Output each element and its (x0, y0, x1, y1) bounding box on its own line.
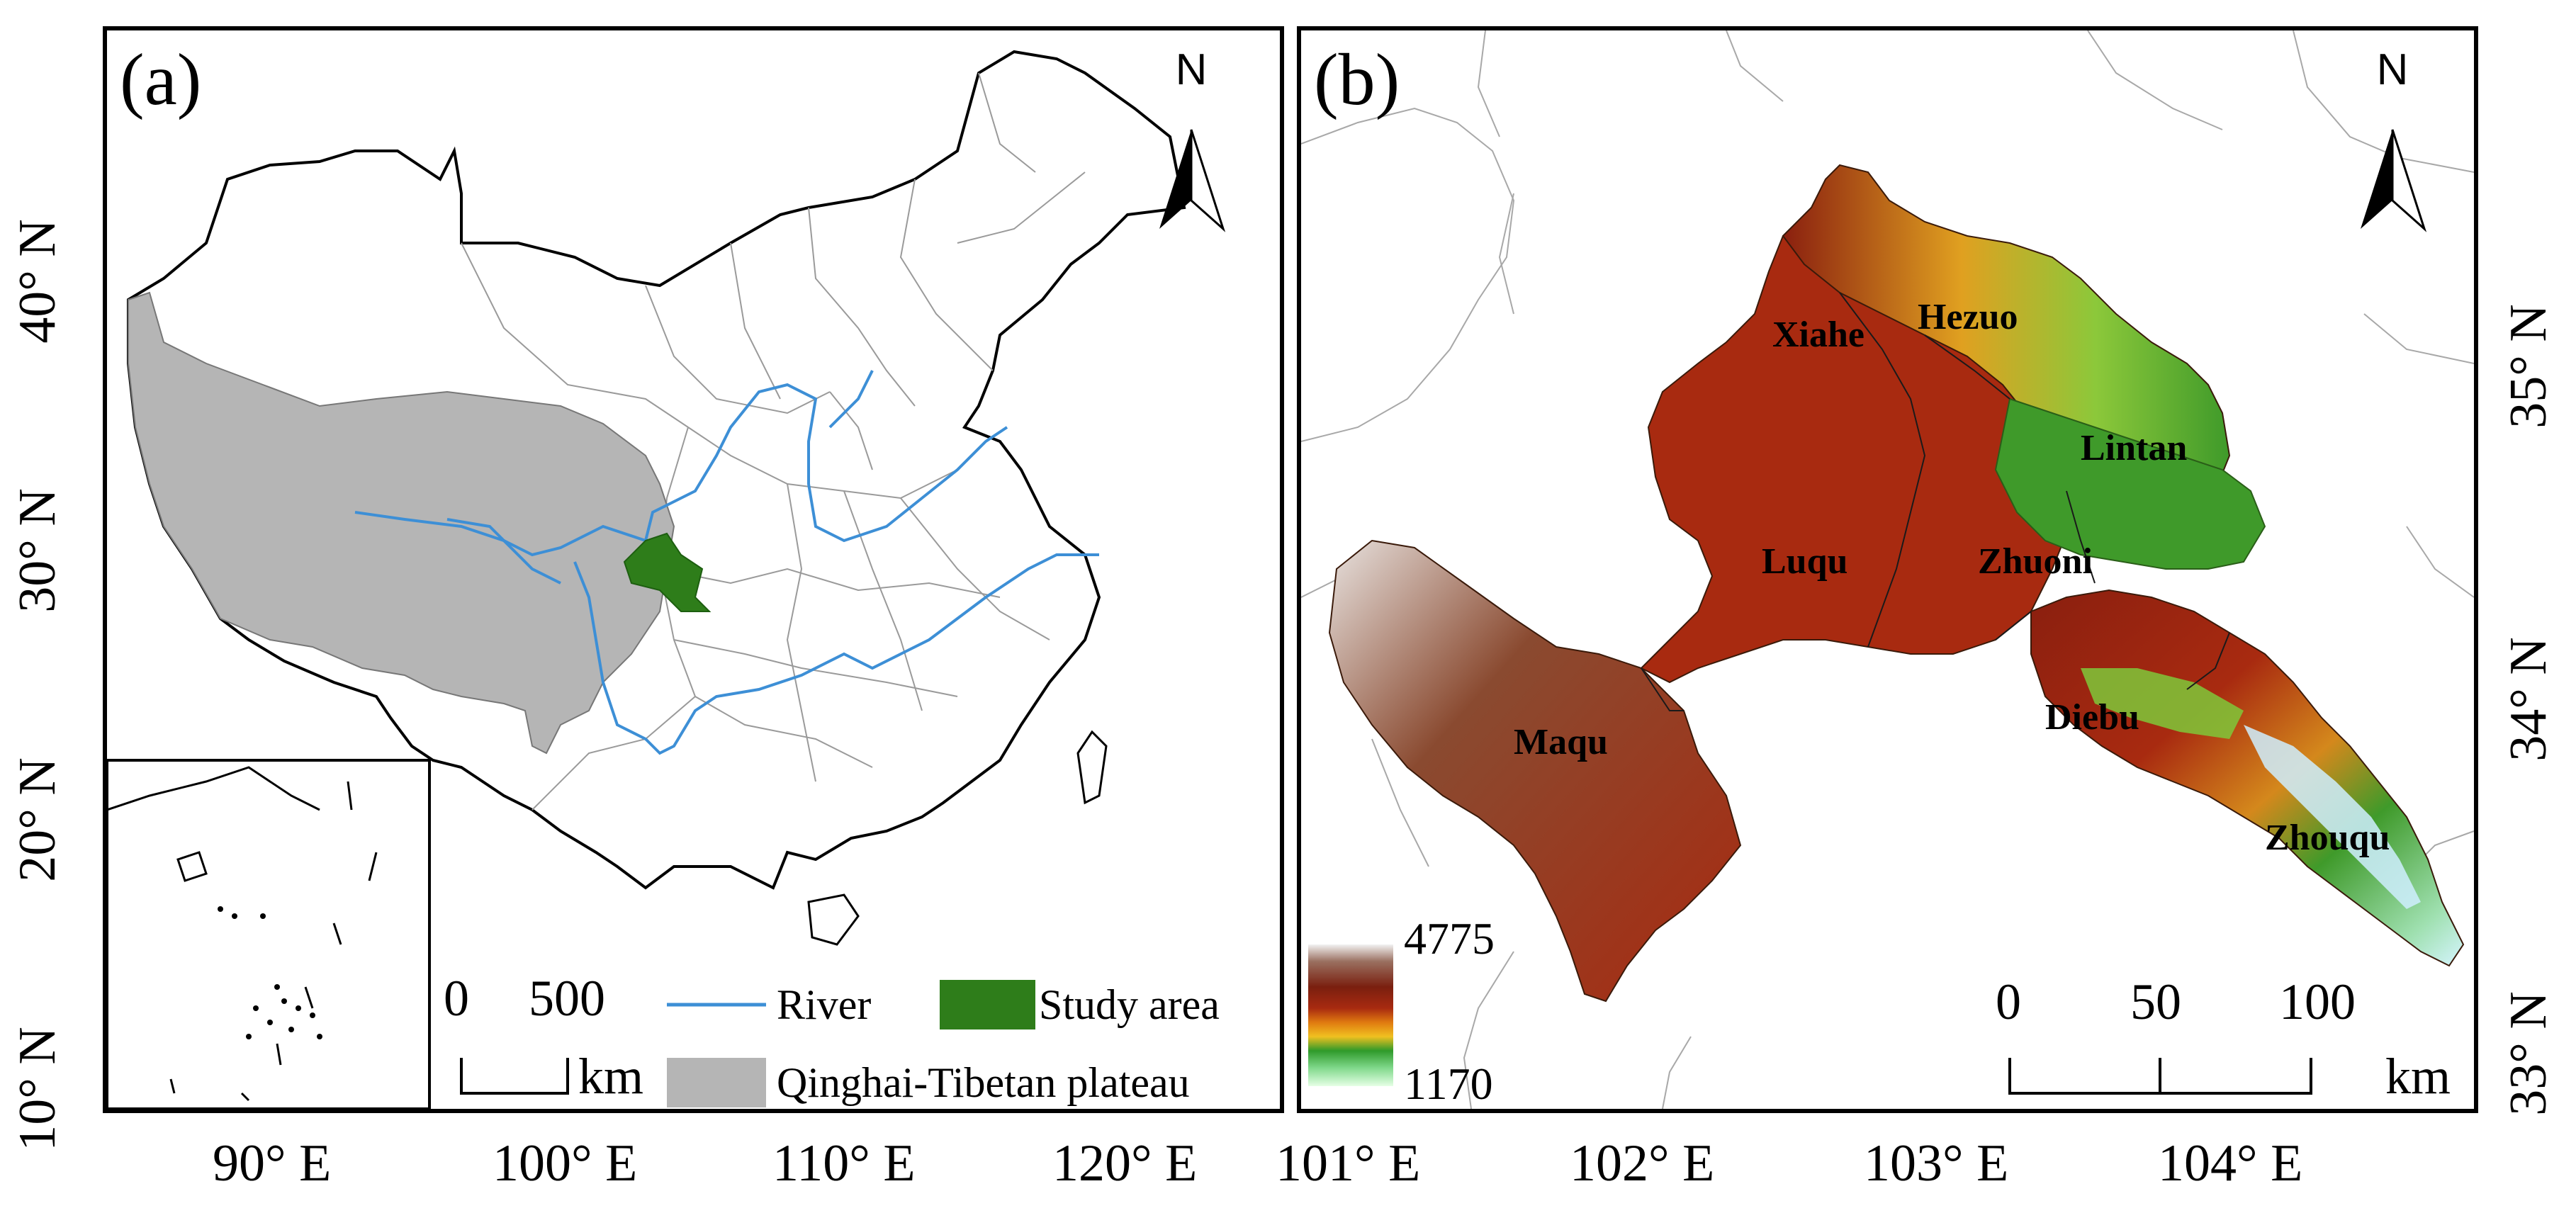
scale-b-zero: 0 (1996, 974, 2021, 1030)
a-xtick-3: 120° E (1052, 1134, 1198, 1192)
elevation-legend-bar (1308, 944, 1393, 1086)
diebu-green (2081, 668, 2244, 739)
scale-b-end: 100 (2279, 974, 2356, 1030)
a-xtick-0: 90° E (213, 1134, 332, 1192)
elevation-map-svg (1301, 30, 2474, 1109)
north-arrow-a (1159, 129, 1226, 232)
china-map-svg (107, 50, 1226, 1109)
yellow-river (354, 383, 1008, 557)
county-label-xiahe: Xiahe (1772, 315, 1864, 355)
b-xtick-0: 101° E (1276, 1134, 1421, 1192)
qinghai-tibetan-plateau (128, 291, 675, 755)
county-label-zhouqu: Zhouqu (2265, 818, 2390, 858)
taiwan (1076, 730, 1108, 805)
north-arrow-b (2361, 129, 2427, 232)
b-xtick-1: 102° E (1570, 1134, 1715, 1192)
inset-dots (218, 906, 322, 1039)
a-ytick-3: 40° N (8, 219, 67, 344)
county-label-hezuo: Hezuo (1918, 297, 2018, 337)
a-xtick-2: 110° E (772, 1134, 916, 1192)
legend-river-label: River (777, 981, 872, 1028)
county-label-diebu: Diebu (2045, 697, 2139, 738)
scale-a-value: 500 (529, 970, 605, 1027)
b-ytick-0: 33° N (2499, 991, 2558, 1116)
b-xtick-3: 104° E (2158, 1134, 2303, 1192)
maqu-region (1328, 539, 1742, 1003)
scale-a-unit: km (578, 1048, 644, 1105)
study-area (623, 532, 712, 612)
elevation-max-label: 4775 (1404, 913, 1495, 964)
panel-a-label: (a) (120, 39, 202, 120)
a-ytick-0: 10° N (8, 1027, 67, 1151)
a-ytick-2: 30° N (8, 488, 67, 613)
b-ytick-2: 35° N (2499, 304, 2558, 429)
legend-plateau-label: Qinghai-Tibetan plateau (777, 1059, 1190, 1106)
yangtze-river (573, 553, 1099, 755)
county-label-zhuoni: Zhuoni (1978, 541, 2093, 582)
a-ytick-1: 20° N (8, 757, 67, 882)
legend-study-area-label: Study area (1039, 981, 1220, 1028)
panel-b-label: (b) (1314, 39, 1400, 120)
county-label-maqu: Maqu (1514, 722, 1608, 762)
zhouqu-diebu-region (2030, 589, 2465, 967)
a-xtick-1: 100° E (493, 1134, 638, 1192)
scale-bar-a (460, 1058, 569, 1095)
background-boundaries (1301, 30, 2474, 1109)
scale-b-mid: 50 (2130, 974, 2181, 1030)
lintan-region (1994, 397, 2266, 570)
zhouqu-valley (2244, 725, 2421, 909)
scale-a-zero: 0 (444, 970, 469, 1027)
inset-south-china-sea (107, 759, 431, 1109)
elevation-min-label: 1170 (1404, 1059, 1493, 1109)
b-ytick-1: 34° N (2499, 637, 2558, 762)
north-letter-a: N (1175, 45, 1208, 94)
panel-a-china-map: (a) N 0 500 km River Study area Qinghai-… (103, 26, 1284, 1113)
province-boundaries (461, 72, 1086, 811)
county-boundaries (1641, 292, 2230, 711)
panel-b-study-area-map: (b) N Xiahe Hezuo Lintan Luqu Zhuoni Maq… (1297, 26, 2478, 1113)
scale-b-unit: km (2385, 1048, 2451, 1105)
rivers (354, 370, 1099, 755)
legend-study-area-swatch (940, 980, 1035, 1029)
b-xtick-2: 103° E (1864, 1134, 2009, 1192)
north-letter-b: N (2376, 45, 2409, 94)
china-outline (127, 50, 1186, 890)
scale-bar-b (2008, 1058, 2312, 1095)
county-label-lintan: Lintan (2081, 428, 2188, 468)
inset-islands (107, 766, 378, 1102)
legend-plateau-swatch (667, 1058, 766, 1107)
hainan (807, 893, 860, 946)
county-label-luqu: Luqu (1762, 541, 1848, 582)
